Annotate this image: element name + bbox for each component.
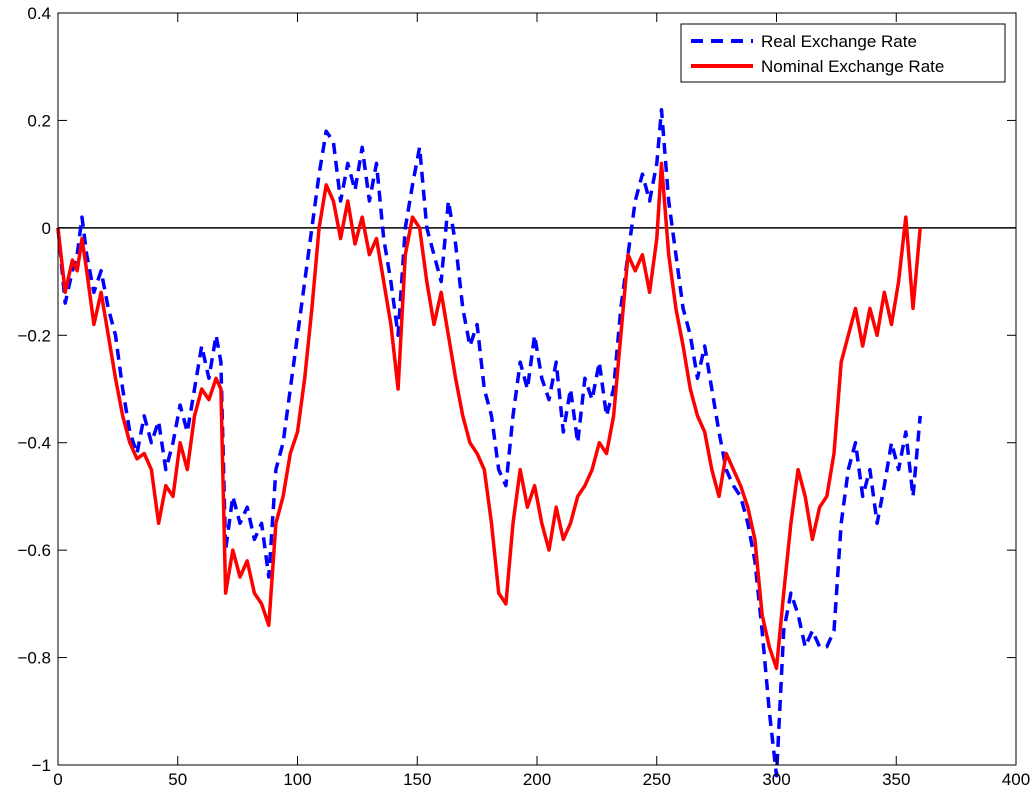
y-tick-label: 0.4 (27, 4, 51, 23)
x-axis: 0 50 100 150 200 250 300 350 400 (53, 13, 1030, 789)
y-axis: −1 −0.8 −0.6 −0.4 −0.2 0 0.2 0.4 (17, 4, 1016, 775)
x-tick-label: 50 (168, 770, 187, 789)
series-layer (56, 107, 922, 778)
y-tick-label: −0.2 (17, 326, 51, 345)
y-tick-label: −1 (32, 756, 51, 775)
series-line-2 (56, 161, 922, 671)
series-line-1 (56, 107, 922, 778)
y-tick-label: 0.2 (27, 111, 51, 130)
x-tick-label: 150 (403, 770, 431, 789)
legend: Real Exchange Rate Nominal Exchange Rate (680, 23, 1006, 83)
x-tick-label: 100 (283, 770, 311, 789)
y-tick-label: −0.4 (17, 434, 51, 453)
x-tick-label: 200 (523, 770, 551, 789)
y-tick-label: −0.6 (17, 541, 51, 560)
y-tick-label: 0 (42, 219, 51, 238)
y-tick-label: −0.8 (17, 649, 51, 668)
legend-label-2: Nominal Exchange Rate (761, 57, 944, 76)
x-tick-label: 300 (762, 770, 790, 789)
x-tick-label: 250 (643, 770, 671, 789)
legend-label-1: Real Exchange Rate (761, 32, 917, 51)
legend-box (680, 23, 1006, 83)
x-tick-label: 400 (1002, 770, 1030, 789)
x-tick-label: 0 (53, 770, 62, 789)
x-tick-label: 350 (882, 770, 910, 789)
